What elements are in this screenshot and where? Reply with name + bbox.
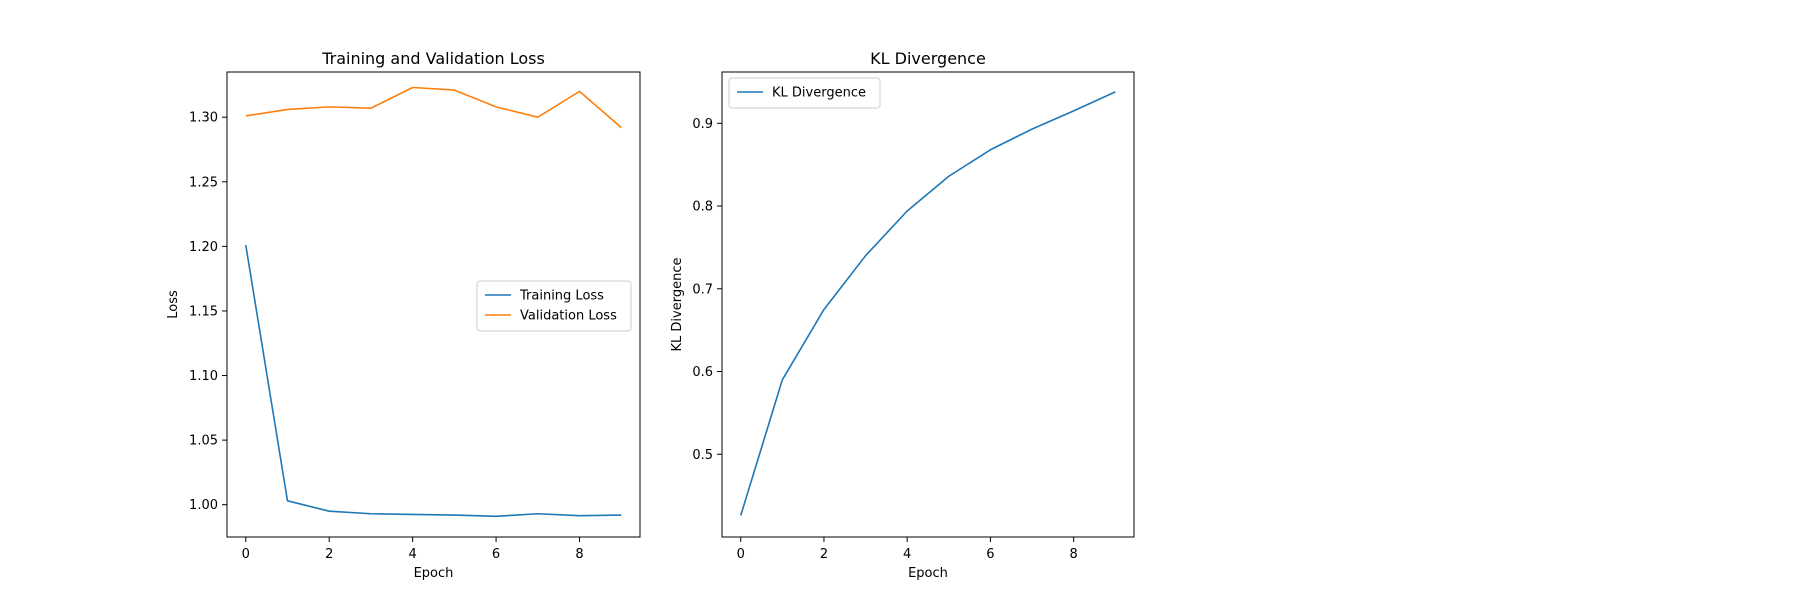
series-line-1 xyxy=(739,91,1116,516)
y-tick-label: 1.25 xyxy=(189,175,218,190)
plot-frame xyxy=(721,71,1135,538)
series-line-2 xyxy=(245,86,622,129)
y-tick-label: 0.8 xyxy=(692,200,713,215)
x-axis-label: Epoch xyxy=(414,566,454,581)
y-tick-label: 1.10 xyxy=(189,369,218,384)
legend-box xyxy=(476,280,632,332)
y-axis-label: KL Divergence xyxy=(670,258,685,352)
y-tick-label: 1.30 xyxy=(189,111,218,126)
x-tick-label: 0 xyxy=(242,547,250,562)
x-tick-label: 2 xyxy=(820,547,828,562)
x-tick-label: 8 xyxy=(1070,547,1078,562)
y-tick-label: 1.00 xyxy=(189,498,218,513)
x-tick-label: 6 xyxy=(492,547,500,562)
chart-panel-2: 0 2 4 6 8 0.5 0.6 0.7 0.8 0.9 KL Divergence Epoch KL… xyxy=(670,49,1135,581)
legend-label: Training Loss xyxy=(519,289,604,304)
y-tick-label: 1.05 xyxy=(189,434,218,449)
legend-label: Validation Loss xyxy=(520,309,617,324)
legend: Training Loss Validation Loss xyxy=(476,280,632,332)
x-tick-label: 4 xyxy=(903,547,911,562)
legend: KL Divergence xyxy=(728,77,881,109)
x-axis-label: Epoch xyxy=(908,566,948,581)
x-tick-label: 8 xyxy=(575,547,583,562)
x-tick-label: 4 xyxy=(409,547,417,562)
chart-panel-1: 0 2 4 6 8 1.00 1.05 1.10 1.15 1.20 1.25 1.30 Trainin… xyxy=(166,49,641,581)
plot-frame xyxy=(226,71,641,538)
y-tick-label: 0.6 xyxy=(692,365,713,380)
x-tick-label: 0 xyxy=(737,547,745,562)
x-tick-label: 2 xyxy=(325,547,333,562)
y-tick-label: 1.15 xyxy=(189,304,218,319)
y-tick-label: 0.7 xyxy=(692,282,713,297)
y-tick-label: 1.20 xyxy=(189,240,218,255)
chart-title: KL Divergence xyxy=(870,49,986,68)
y-tick-label: 0.5 xyxy=(692,448,713,463)
y-tick-label: 0.9 xyxy=(692,117,713,132)
chart-title: Training and Validation Loss xyxy=(321,49,545,68)
legend-box xyxy=(728,77,881,109)
series-line-1 xyxy=(244,244,622,518)
y-axis-label: Loss xyxy=(166,290,181,319)
x-tick-label: 6 xyxy=(986,547,994,562)
legend-label: KL Divergence xyxy=(772,86,866,101)
